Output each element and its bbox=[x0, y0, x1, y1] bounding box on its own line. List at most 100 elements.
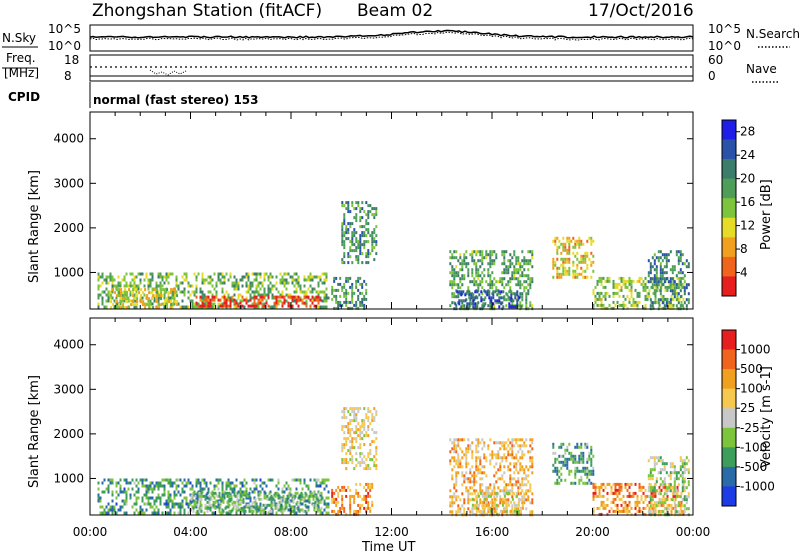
velocity-range-gate bbox=[343, 431, 346, 435]
power-range-gate bbox=[129, 272, 132, 276]
velocity-range-gate bbox=[507, 483, 510, 487]
power-range-gate bbox=[669, 298, 672, 302]
velocity-range-gate bbox=[363, 497, 366, 501]
power-range-gate bbox=[521, 283, 524, 287]
power-range-gate bbox=[115, 296, 118, 300]
velocity-range-gate bbox=[481, 483, 484, 487]
velocity-range-gate bbox=[560, 445, 563, 449]
power-range-gate bbox=[132, 288, 135, 292]
power-range-gate bbox=[647, 292, 650, 296]
velocity-range-gate bbox=[288, 500, 291, 504]
power-range-gate bbox=[678, 276, 681, 280]
power-range-gate bbox=[661, 298, 664, 302]
power-range-gate bbox=[323, 272, 326, 276]
velocity-range-gate bbox=[622, 500, 625, 504]
power-range-gate bbox=[675, 283, 678, 287]
power-range-gate bbox=[679, 271, 682, 275]
velocity-range-gate bbox=[521, 438, 524, 442]
velocity-range-gate bbox=[681, 486, 684, 490]
velocity-range-gate bbox=[655, 462, 658, 466]
velocity-range-gate bbox=[467, 498, 470, 502]
power-range-gate bbox=[335, 276, 338, 280]
velocity-range-gate bbox=[509, 474, 512, 478]
power-range-gate bbox=[626, 279, 629, 283]
velocity-range-gate bbox=[345, 407, 348, 411]
power-range-gate bbox=[679, 295, 682, 299]
velocity-range-gate bbox=[683, 477, 686, 481]
power-range-gate bbox=[367, 210, 370, 214]
power-range-gate bbox=[683, 292, 686, 296]
power-range-gate bbox=[176, 300, 179, 304]
velocity-range-gate bbox=[264, 503, 267, 507]
power-range-gate bbox=[131, 272, 134, 276]
velocity-range-gate bbox=[582, 460, 585, 464]
power-range-gate bbox=[343, 204, 346, 208]
power-range-gate bbox=[105, 299, 108, 303]
power-range-gate bbox=[586, 263, 589, 267]
power-range-gate bbox=[152, 306, 155, 310]
power-range-gate bbox=[449, 256, 452, 260]
velocity-range-gate bbox=[681, 462, 684, 466]
power-range-gate bbox=[170, 306, 173, 310]
power-range-gate bbox=[213, 295, 216, 299]
power-range-gate bbox=[253, 295, 256, 299]
velocity-range-gate bbox=[523, 477, 526, 481]
power-range-gate bbox=[355, 285, 358, 289]
power-range-gate bbox=[459, 286, 462, 290]
power-range-gate bbox=[519, 283, 522, 287]
power-range-gate bbox=[146, 297, 149, 301]
velocity-range-gate bbox=[185, 481, 188, 485]
power-range-gate bbox=[305, 295, 308, 299]
velocity-range-gate bbox=[282, 494, 285, 498]
velocity-range-gate bbox=[515, 465, 518, 469]
power-range-gate bbox=[111, 284, 114, 288]
power-range-gate bbox=[301, 301, 304, 305]
power-range-gate bbox=[97, 287, 100, 291]
velocity-range-gate bbox=[574, 466, 577, 470]
power-range-gate bbox=[570, 239, 573, 243]
velocity-range-gate bbox=[355, 512, 358, 516]
power-range-gate bbox=[129, 293, 132, 297]
velocity-range-gate bbox=[177, 478, 180, 482]
velocity-range-gate bbox=[125, 502, 128, 506]
velocity-range-gate bbox=[584, 466, 587, 470]
power-range-gate bbox=[319, 298, 322, 302]
velocity-range-gate bbox=[341, 458, 344, 462]
power-range-gate bbox=[297, 298, 300, 302]
power-range-gate bbox=[515, 283, 518, 287]
velocity-range-gate bbox=[240, 506, 243, 510]
velocity-range-gate bbox=[296, 500, 299, 504]
velocity-range-gate bbox=[459, 510, 462, 514]
velocity-range-gate bbox=[521, 453, 524, 457]
velocity-range-gate bbox=[217, 481, 220, 485]
power-range-gate bbox=[653, 274, 656, 278]
power-range-gate bbox=[343, 213, 346, 217]
power-range-gate bbox=[598, 291, 601, 295]
power-range-gate bbox=[531, 280, 534, 284]
power-range-gate bbox=[351, 306, 354, 310]
velocity-range-gate bbox=[115, 490, 118, 494]
velocity-range-gate bbox=[238, 500, 241, 504]
power-range-gate bbox=[140, 300, 143, 304]
power-range-gate bbox=[219, 304, 222, 308]
velocity-range-gate bbox=[310, 494, 313, 498]
velocity-range-gate bbox=[598, 491, 601, 495]
velocity-range-gate bbox=[335, 500, 338, 504]
velocity-range-gate bbox=[343, 446, 346, 450]
power-range-gate bbox=[369, 210, 372, 214]
power-range-gate bbox=[357, 243, 360, 247]
velocity-range-gate bbox=[673, 489, 676, 493]
velocity-range-gate bbox=[600, 494, 603, 498]
power-range-gate bbox=[665, 301, 668, 305]
power-range-gate bbox=[160, 288, 163, 292]
power-range-gate bbox=[211, 284, 214, 288]
power-range-gate bbox=[111, 275, 114, 279]
power-range-gate bbox=[172, 303, 175, 307]
power-range-gate bbox=[453, 256, 456, 260]
velocity-range-gate bbox=[337, 512, 340, 516]
velocity-range-gate bbox=[109, 508, 112, 512]
power-range-gate bbox=[321, 281, 324, 285]
power-range-gate bbox=[582, 275, 585, 279]
power-range-gate bbox=[480, 290, 483, 294]
velocity-range-gate bbox=[239, 508, 242, 512]
